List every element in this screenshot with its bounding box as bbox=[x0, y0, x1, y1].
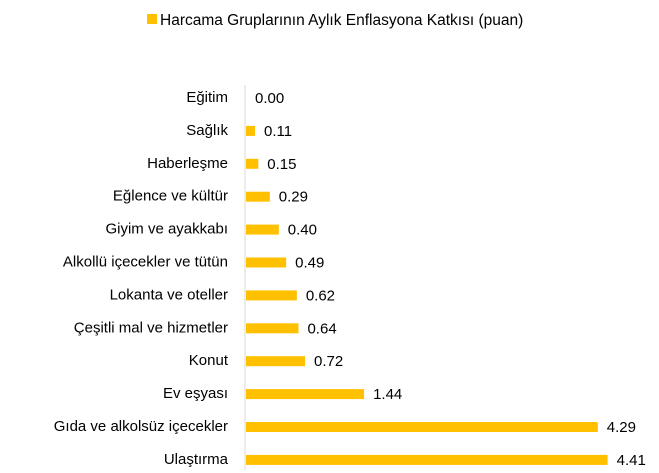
data-label: 0.15 bbox=[267, 156, 296, 173]
bar bbox=[246, 389, 365, 400]
bar bbox=[246, 191, 270, 202]
bar bbox=[246, 290, 297, 301]
y-tick-label: Eğlence ve kültür bbox=[113, 188, 228, 205]
data-label: 0.11 bbox=[264, 123, 292, 140]
bar bbox=[246, 356, 306, 367]
legend: Harcama Gruplarının Aylık Enflasyona Kat… bbox=[147, 8, 552, 33]
y-tick-label: Ulaştırma bbox=[164, 451, 229, 468]
bar bbox=[246, 224, 279, 235]
bar bbox=[246, 422, 598, 432]
legend-swatch bbox=[147, 14, 157, 24]
y-tick-label: Lokanta ve oteller bbox=[110, 286, 228, 303]
data-label: 0.64 bbox=[307, 320, 336, 337]
legend-label: Harcama Gruplarının Aylık Enflasyona Kat… bbox=[160, 12, 524, 29]
data-label: 0.62 bbox=[306, 287, 335, 304]
data-label: 4.41 bbox=[617, 452, 646, 469]
bar bbox=[246, 323, 299, 334]
bar bbox=[246, 158, 259, 169]
bar bbox=[246, 454, 608, 465]
y-tick-label: Alkollü içecekler ve tütün bbox=[63, 253, 228, 270]
data-label: 1.44 bbox=[373, 386, 402, 403]
y-tick-label: Çeşitli mal ve hizmetler bbox=[74, 319, 228, 336]
data-label: 0.72 bbox=[314, 353, 343, 370]
data-label: 0.40 bbox=[288, 222, 317, 239]
y-tick-label: Haberleşme bbox=[147, 155, 228, 172]
bar bbox=[246, 125, 256, 136]
bar bbox=[246, 257, 287, 268]
data-label: 0.49 bbox=[295, 254, 324, 271]
y-tick-label: Sağlık bbox=[186, 122, 228, 139]
y-tick-label: Giyim ve ayakkabı bbox=[105, 221, 228, 238]
y-tick-label: Eğitim bbox=[186, 89, 228, 106]
y-tick-label: Ev eşyası bbox=[163, 385, 228, 402]
y-tick-label: Konut bbox=[189, 352, 229, 369]
data-label: 0.00 bbox=[255, 90, 284, 107]
data-label: 0.29 bbox=[279, 189, 308, 206]
y-tick-label: Gıda ve alkolsüz içecekler bbox=[54, 418, 228, 435]
data-label: 4.29 bbox=[607, 419, 636, 436]
